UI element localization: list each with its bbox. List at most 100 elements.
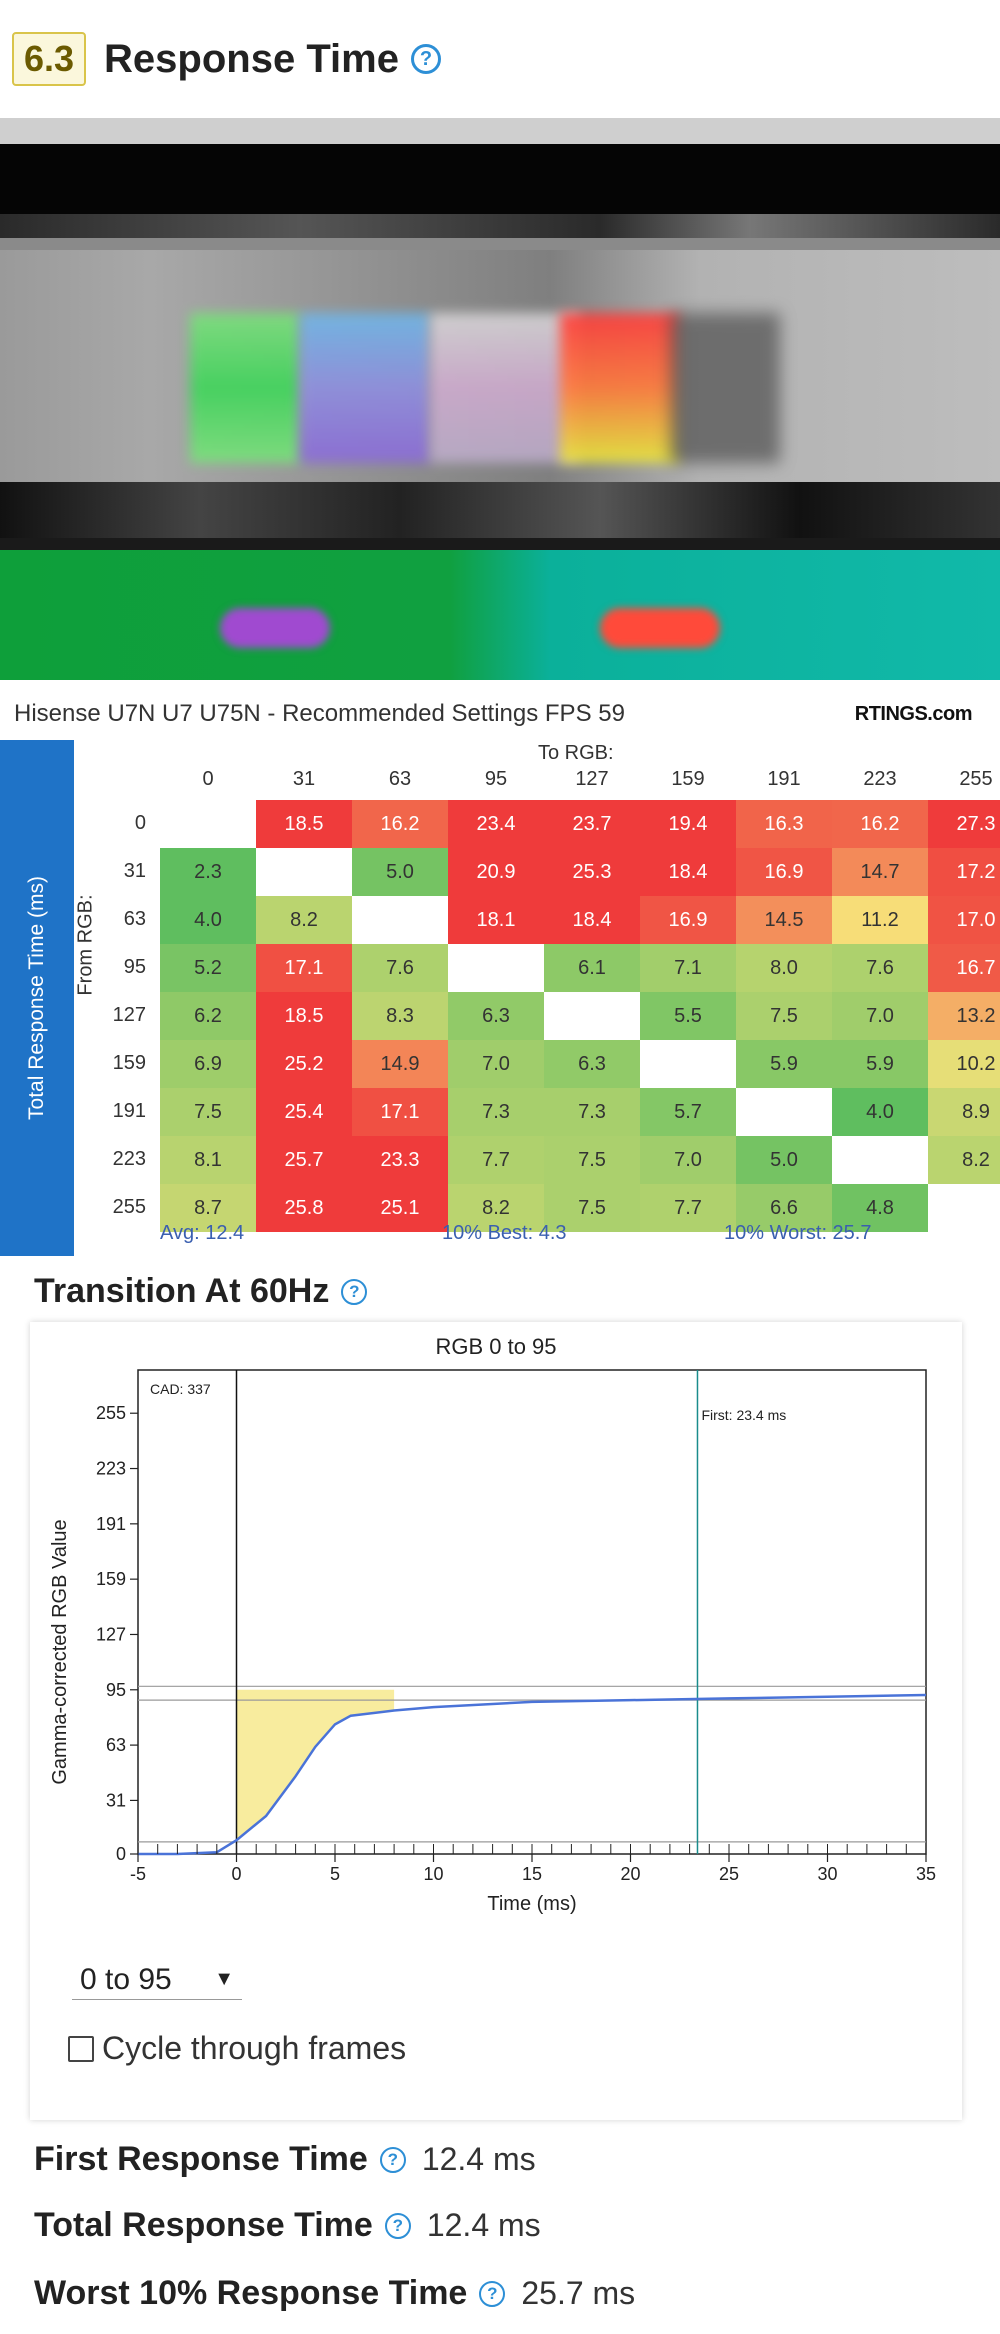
heatmap-cell: 7.0 <box>832 992 928 1040</box>
heatmap-cell: 5.5 <box>640 992 736 1040</box>
heatmap-cell: 5.2 <box>160 944 256 992</box>
rtings-logo: RTINGS.com <box>854 703 973 725</box>
row-header: 95 <box>123 956 146 978</box>
result-label: First Response Time <box>34 2140 368 2178</box>
transition-heading: Transition At 60Hz ? <box>34 1272 368 1311</box>
heatmap-cell: 8.7 <box>160 1184 256 1232</box>
row-header: 191 <box>112 1100 146 1122</box>
y-tick-label: 0 <box>116 1844 126 1864</box>
heatmap-cell: 11.2 <box>832 896 928 944</box>
to-rgb-label: To RGB: <box>538 742 614 764</box>
best-stat: 10% Best: 4.3 <box>442 1222 567 1244</box>
x-tick-label: 5 <box>330 1864 340 1884</box>
y-tick-label: 223 <box>96 1459 126 1479</box>
result-row: First Response Time? 12.4 ms <box>34 2140 536 2179</box>
heatmap-cell: 7.5 <box>736 992 832 1040</box>
first-label: First: 23.4 ms <box>701 1407 786 1423</box>
heatmap-cell: 27.3 <box>928 800 1000 848</box>
heatmap-cell: 23.3 <box>352 1136 448 1184</box>
result-value: 25.7 ms <box>521 2275 636 2311</box>
heatmap-cell: 25.8 <box>256 1184 352 1232</box>
row-header: 0 <box>134 812 146 834</box>
heatmap-cell: 8.2 <box>928 1136 1000 1184</box>
col-header: 63 <box>388 768 412 790</box>
section-header: 6.3 Response Time ? <box>12 28 441 90</box>
x-tick-label: 30 <box>817 1864 837 1884</box>
heatmap-cell: 6.1 <box>544 944 640 992</box>
row-header: 223 <box>112 1148 146 1170</box>
x-tick-label: 25 <box>719 1864 739 1884</box>
section-title: Response Time <box>104 36 399 81</box>
heatmap-cell: 23.4 <box>448 800 544 848</box>
result-row: Worst 10% Response Time? 25.7 ms <box>34 2274 635 2313</box>
help-icon[interactable]: ? <box>384 2212 411 2239</box>
heatmap-cell: 16.2 <box>352 800 448 848</box>
heatmap-cell <box>256 848 352 896</box>
result-value: 12.4 ms <box>421 2141 536 2177</box>
transition-select[interactable]: 0 to 95 ▼ <box>72 1960 242 2000</box>
motion-photo <box>0 118 1000 680</box>
heatmap-cell: 7.7 <box>640 1184 736 1232</box>
heatmap-cell: 18.5 <box>256 800 352 848</box>
heatmap-cell: 5.7 <box>640 1088 736 1136</box>
heatmap-cell: 7.0 <box>640 1136 736 1184</box>
heatmap-cell: 7.7 <box>448 1136 544 1184</box>
x-tick-label: -5 <box>130 1864 146 1884</box>
x-tick-label: 0 <box>231 1864 241 1884</box>
heatmap-cell: 7.3 <box>544 1088 640 1136</box>
heatmap-cell: 5.9 <box>736 1040 832 1088</box>
heatmap-cell: 17.1 <box>352 1088 448 1136</box>
heatmap-cell: 13.2 <box>928 992 1000 1040</box>
heatmap-cell: 16.9 <box>736 848 832 896</box>
result-value: 12.4 ms <box>426 2207 541 2243</box>
transition-card: RGB 0 to 95 CAD: 337 First: 23.4 ms -5 0 5 10… <box>30 1322 962 2120</box>
col-header: 0 <box>202 768 214 790</box>
heatmap-cell: 8.2 <box>448 1184 544 1232</box>
heatmap-cell: 4.8 <box>832 1184 928 1232</box>
heatmap-cell: 8.0 <box>736 944 832 992</box>
heatmap-cell: 20.9 <box>448 848 544 896</box>
heatmap-cell: 16.2 <box>832 800 928 848</box>
y-tick-label: 127 <box>96 1624 126 1644</box>
heatmap-cell: 25.1 <box>352 1184 448 1232</box>
heatmap-cell: 10.2 <box>928 1040 1000 1088</box>
row-header: 63 <box>123 908 146 930</box>
cycle-frames-checkbox[interactable]: Cycle through frames <box>68 2030 406 2067</box>
heatmap-cell: 6.3 <box>544 1040 640 1088</box>
heatmap-side-label: Total Response Time (ms) <box>0 740 74 1256</box>
col-header: 191 <box>767 768 801 790</box>
heatmap-title: Hisense U7N U7 U75N - Recommended Settin… <box>14 700 625 727</box>
score-badge: 6.3 <box>12 32 87 86</box>
y-tick-label: 159 <box>96 1569 126 1589</box>
heatmap-cell: 14.5 <box>736 896 832 944</box>
help-icon[interactable]: ? <box>341 1278 368 1305</box>
help-icon[interactable]: ? <box>410 44 441 74</box>
y-tick-label: 63 <box>106 1735 126 1755</box>
heatmap-cell: 7.5 <box>160 1088 256 1136</box>
heatmap-cell: 2.3 <box>160 848 256 896</box>
y-tick-label: 255 <box>96 1403 126 1423</box>
col-header: 223 <box>863 768 897 790</box>
heatmap-cell: 14.7 <box>832 848 928 896</box>
help-icon[interactable]: ? <box>379 2146 406 2173</box>
help-icon[interactable]: ? <box>479 2280 506 2307</box>
heatmap-cell: 18.1 <box>448 896 544 944</box>
chart-title: RGB 0 to 95 <box>435 1334 557 1359</box>
heatmap-cell: 5.9 <box>832 1040 928 1088</box>
heatmap-cell <box>352 896 448 944</box>
row-header: 127 <box>112 1004 146 1026</box>
checkbox-box[interactable] <box>68 2035 94 2062</box>
result-label: Total Response Time <box>34 2206 373 2244</box>
heatmap-cell: 6.3 <box>448 992 544 1040</box>
col-header: 127 <box>575 768 609 790</box>
heatmap-cell: 7.6 <box>352 944 448 992</box>
heatmap-cell: 25.7 <box>256 1136 352 1184</box>
col-header: 255 <box>959 768 993 790</box>
heatmap-cell: 17.2 <box>928 848 1000 896</box>
heatmap-cell: 6.6 <box>736 1184 832 1232</box>
heatmap-cell: 23.7 <box>544 800 640 848</box>
heatmap-cell: 4.0 <box>832 1088 928 1136</box>
heatmap-cell <box>640 1040 736 1088</box>
from-rgb-label: From RGB: <box>74 894 97 996</box>
